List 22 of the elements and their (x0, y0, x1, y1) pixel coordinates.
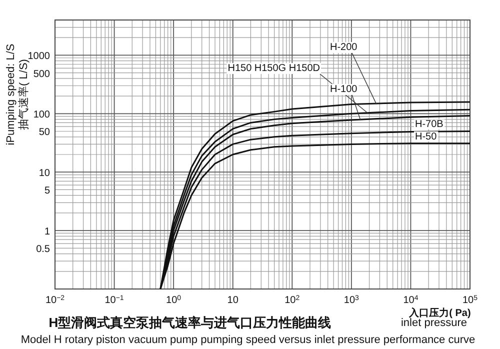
xtick: 10$^{5}$ (462, 294, 478, 306)
xtick: 10$^{−1}$ (104, 294, 124, 306)
ytick: 0.5 (36, 244, 50, 256)
xtick: 10$^{0}$ (166, 294, 182, 306)
ytick: 50 (38, 127, 50, 138)
ylabel: iPumping speed: L/S (5, 44, 17, 146)
ylabel: 抽气速率( L/S) (18, 59, 30, 130)
xtick: 10$^{−2}$ (45, 294, 65, 306)
xtick: 10 (227, 295, 238, 306)
xlabel: 入口压力( Pa) (409, 308, 471, 319)
xtick: 10$^{3}$ (344, 294, 359, 306)
ytick: 1 (44, 226, 50, 238)
ytick: 5 (44, 186, 50, 197)
xlabel: inlet pressure (400, 317, 468, 329)
title: H型滑阀式真空泵抽气速率与进气口压力性能曲线 (48, 315, 332, 330)
xtick: 10$^{2}$ (284, 294, 300, 306)
ytick: 1000 (28, 51, 50, 62)
ytick: 10 (38, 168, 50, 180)
subtitle: Model H rotary piston vacuum pump pumping speed versus inlet pressure performance curve (20, 334, 476, 346)
ytick: 500 (33, 68, 50, 80)
xtick: 10$^{4}$ (403, 294, 418, 306)
ytick: 100 (33, 110, 50, 121)
